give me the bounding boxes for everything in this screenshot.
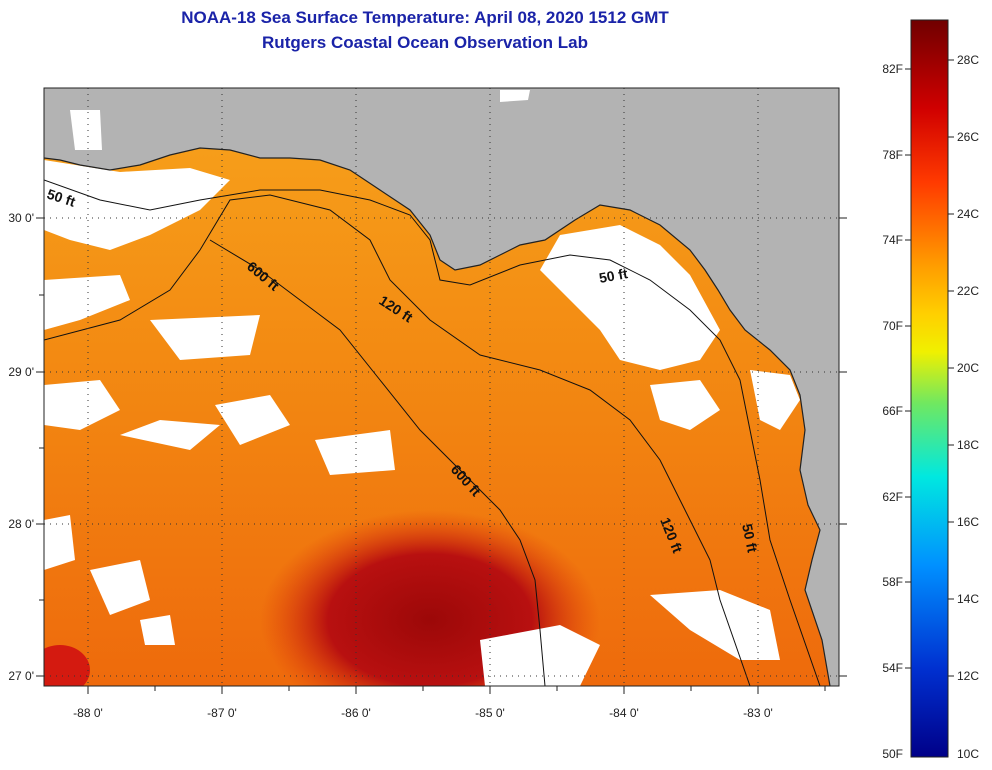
coastline <box>44 147 831 686</box>
contour-label: 50 ft <box>598 265 629 286</box>
scale-label-f: 54F <box>882 661 903 675</box>
graticule <box>44 88 839 686</box>
scale-label-c: 16C <box>957 515 979 529</box>
scale-label-f: 58F <box>882 575 903 589</box>
colorbar-celsius-labels: 28C 26C 24C 22C 20C 18C 16C 14C 12C 10C <box>957 53 979 761</box>
map-subtitle: Rutgers Coastal Ocean Observation Lab <box>262 33 588 52</box>
scale-label-f: 50F <box>882 747 903 761</box>
lat-label: 30 0' <box>8 211 34 225</box>
scale-label-f: 70F <box>882 319 903 333</box>
warm-core <box>260 510 600 686</box>
lon-label: -88 0' <box>73 706 103 720</box>
depth-contours <box>44 179 821 686</box>
latitude-labels: 30 0' 29 0' 28 0' 27 0' <box>8 211 34 683</box>
longitude-labels: -88 0' -87 0' -86 0' -85 0' -84 0' -83 0… <box>73 706 773 720</box>
lon-label: -86 0' <box>341 706 371 720</box>
lat-label: 28 0' <box>8 517 34 531</box>
axis-ticks <box>36 217 847 694</box>
color-scale-bar <box>910 19 949 758</box>
scale-label-f: 62F <box>882 490 903 504</box>
scale-label-f: 82F <box>882 62 903 76</box>
scale-label-c: 26C <box>957 130 979 144</box>
lon-label: -83 0' <box>743 706 773 720</box>
scale-label-c: 10C <box>957 747 979 761</box>
scale-label-c: 24C <box>957 207 979 221</box>
lon-label: -85 0' <box>475 706 505 720</box>
scale-label-f: 74F <box>882 233 903 247</box>
cloud-cover <box>44 90 800 686</box>
map-frame <box>43 87 840 687</box>
scale-label-c: 14C <box>957 592 979 606</box>
lat-label: 27 0' <box>8 669 34 683</box>
scale-label-c: 12C <box>957 669 979 683</box>
scale-label-f: 78F <box>882 148 903 162</box>
scale-label-c: 22C <box>957 284 979 298</box>
colorbar-fahrenheit-labels: 82F 78F 74F 70F 66F 62F 58F 54F 50F <box>882 62 903 761</box>
land-area <box>44 88 839 686</box>
scale-label-f: 66F <box>882 404 903 418</box>
lon-label: -87 0' <box>207 706 237 720</box>
contour-label: 50 ft <box>739 522 761 554</box>
lat-label: 29 0' <box>8 365 34 379</box>
scale-label-c: 20C <box>957 361 979 375</box>
scale-label-c: 18C <box>957 438 979 452</box>
lon-label: -84 0' <box>609 706 639 720</box>
colorbar-ticks <box>905 59 954 677</box>
scale-label-c: 28C <box>957 53 979 67</box>
map-title: NOAA-18 Sea Surface Temperature: April 0… <box>181 8 669 27</box>
